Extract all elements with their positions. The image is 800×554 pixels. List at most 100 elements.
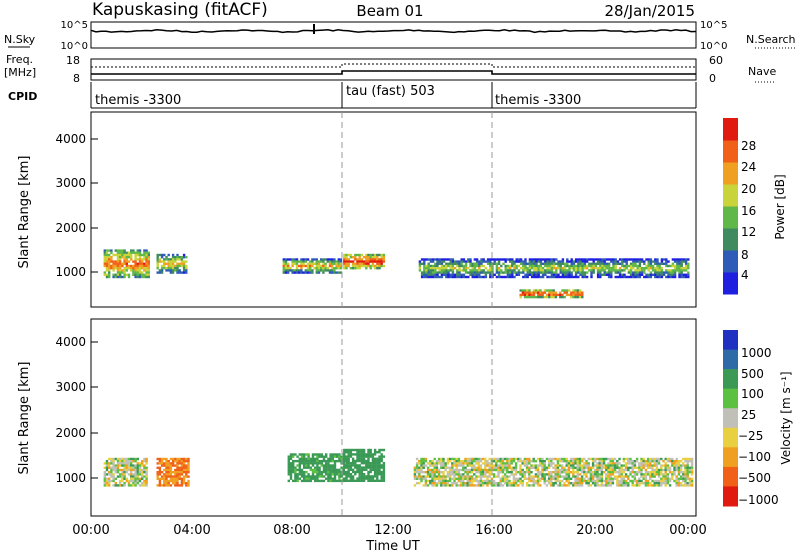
velocity-cell (373, 468, 377, 471)
power-cell (649, 271, 653, 274)
power-cell (632, 260, 635, 263)
velocity-cell (653, 462, 656, 465)
cpid-segment-3: themis -3300 (495, 93, 581, 108)
power-cell (634, 260, 637, 263)
power-cell (576, 289, 580, 292)
velocity-cell (690, 482, 694, 485)
power-cell (489, 260, 492, 263)
power-cbar-tick-12: 12 (741, 225, 756, 239)
velocity-cell (103, 484, 106, 487)
velocity-cell (351, 457, 355, 460)
power-cell (634, 264, 637, 268)
power-cell (678, 267, 681, 270)
velocity-cell (336, 473, 339, 476)
velocity-cell (521, 479, 524, 483)
velocity-cell (378, 468, 381, 471)
power-ytick-2000: 2000 (55, 221, 86, 235)
power-cell (429, 275, 433, 279)
velocity-cell (289, 457, 293, 461)
power-cell (616, 271, 620, 274)
velocity-cell (418, 471, 421, 474)
power-cell (533, 269, 536, 272)
velocity-cell (486, 475, 489, 478)
power-cell (121, 271, 124, 274)
power-cell (649, 260, 653, 263)
velocity-cell (311, 464, 315, 467)
velocity-cell (342, 468, 345, 472)
power-cell (489, 269, 492, 272)
velocity-cell (169, 473, 173, 476)
velocity-cell (523, 471, 527, 474)
velocity-cell (185, 475, 188, 478)
velocity-cell (305, 453, 308, 456)
power-cell (165, 262, 168, 265)
velocity-cell (289, 464, 293, 467)
power-cell (293, 260, 296, 263)
power-cell (436, 260, 439, 263)
power-cell (380, 262, 383, 265)
velocity-cell (541, 466, 544, 469)
velocity-cell (360, 479, 364, 482)
power-cell (570, 260, 573, 263)
noise-left-tick-top: 10^5 (61, 20, 88, 31)
velocity-cell (550, 462, 553, 465)
power-cell (123, 260, 126, 263)
velocity-cell (347, 479, 350, 482)
velocity-cell (517, 484, 520, 487)
velocity-cell (156, 484, 159, 487)
velocity-cell (298, 464, 301, 467)
power-cell (537, 293, 540, 297)
velocity-cell (136, 473, 139, 476)
velocity-cell (556, 464, 560, 467)
velocity-cell (671, 477, 674, 480)
power-cell (678, 258, 681, 261)
velocity-cell (145, 473, 148, 476)
power-cell (554, 293, 558, 297)
velocity-cell (134, 464, 137, 467)
power-cell (610, 273, 613, 276)
velocity-cell (591, 475, 595, 478)
velocity-cell (622, 471, 626, 474)
velocity-cell (640, 464, 643, 467)
power-cell (548, 295, 551, 299)
velocity-cell (435, 468, 439, 472)
velocity-cell (296, 479, 299, 483)
velocity-cell (508, 482, 511, 485)
velocity-cell (123, 471, 126, 474)
velocity-cell (426, 466, 430, 469)
velocity-cell (455, 473, 458, 476)
power-cell (127, 256, 131, 259)
power-cell (656, 267, 659, 270)
power-cell (583, 258, 587, 261)
velocity-cell (305, 462, 308, 465)
velocity-cell (163, 477, 166, 480)
power-cell (354, 258, 357, 261)
velocity-cell (627, 477, 630, 480)
velocity-cell (605, 468, 608, 472)
velocity-cell (530, 466, 533, 469)
velocity-cell (426, 462, 430, 465)
velocity-cell (130, 479, 133, 483)
power-cell (373, 253, 377, 257)
velocity-cell (433, 479, 436, 483)
power-cell (320, 258, 323, 261)
power-cell (491, 267, 494, 270)
velocity-cell (468, 457, 472, 461)
noise-sky-line (90, 29, 697, 34)
power-cell (636, 267, 639, 270)
velocity-cell (132, 484, 135, 487)
power-cell (141, 271, 144, 274)
time-axis: 00:00 04:00 08:00 12:00 16:00 20:00 00:0… (72, 523, 706, 554)
velocity-cell (163, 473, 166, 476)
power-cell (116, 267, 120, 270)
power-cell (367, 256, 370, 259)
velocity-cell (470, 475, 474, 478)
velocity-cell (613, 462, 617, 465)
velocity-cell (534, 482, 538, 485)
power-cell (568, 269, 571, 272)
velocity-cell (543, 460, 546, 463)
power-cell (447, 262, 450, 265)
velocity-cell (422, 464, 425, 467)
velocity-cell (558, 484, 562, 487)
velocity-cell (156, 471, 159, 474)
